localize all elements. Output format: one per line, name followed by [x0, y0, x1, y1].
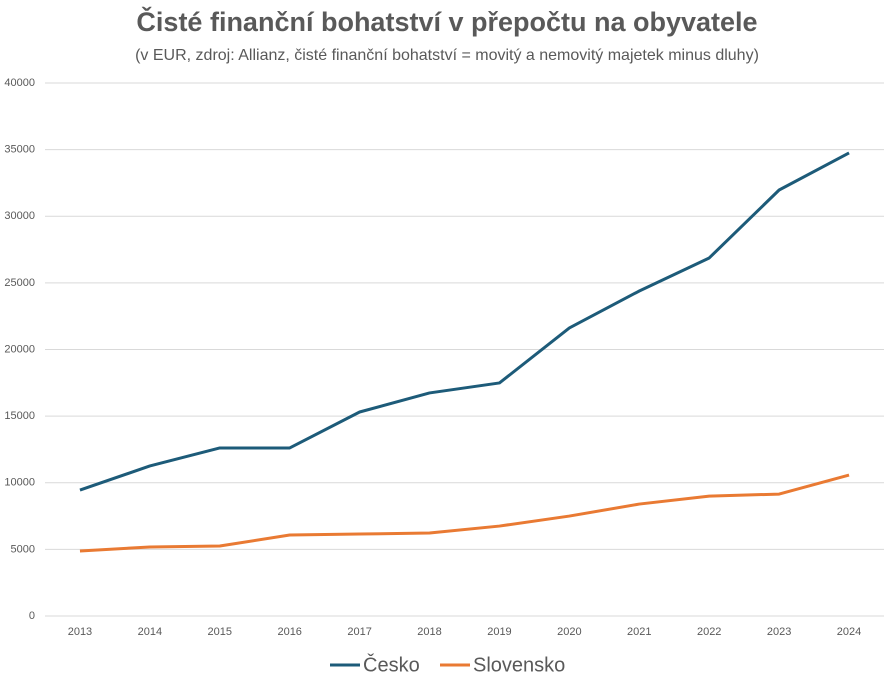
y-tick-label: 30000 — [4, 210, 35, 222]
x-tick-label: 2015 — [208, 626, 232, 638]
y-tick-label: 10000 — [4, 477, 35, 489]
y-tick-label: 0 — [29, 610, 35, 622]
x-tick-label: 2022 — [697, 626, 721, 638]
legend-label: Slovensko — [473, 654, 565, 676]
y-tick-label: 35000 — [4, 144, 35, 156]
x-tick-label: 2023 — [767, 626, 791, 638]
data-line — [79, 151, 850, 492]
legend-label: Česko — [363, 653, 420, 676]
y-tick-label: 25000 — [4, 277, 35, 289]
y-tick-label: 5000 — [11, 543, 35, 555]
y-tick-label: 15000 — [4, 410, 35, 422]
data-line — [79, 473, 850, 553]
x-tick-label: 2024 — [837, 626, 861, 638]
x-tick-label: 2020 — [557, 626, 581, 638]
x-tick-label: 2019 — [487, 626, 511, 638]
x-tick-label: 2021 — [627, 626, 651, 638]
x-tick-label: 2016 — [277, 626, 301, 638]
x-tick-label: 2014 — [138, 626, 162, 638]
y-tick-label: 40000 — [4, 77, 35, 89]
y-tick-label: 20000 — [4, 343, 35, 355]
chart-subtitle: (v EUR, zdroj: Allianz, čisté finanční b… — [135, 47, 759, 64]
x-tick-label: 2018 — [417, 626, 441, 638]
x-tick-label: 2017 — [347, 626, 371, 638]
chart-title: Čisté finanční bohatství v přepočtu na o… — [136, 6, 757, 37]
x-tick-label: 2013 — [68, 626, 92, 638]
